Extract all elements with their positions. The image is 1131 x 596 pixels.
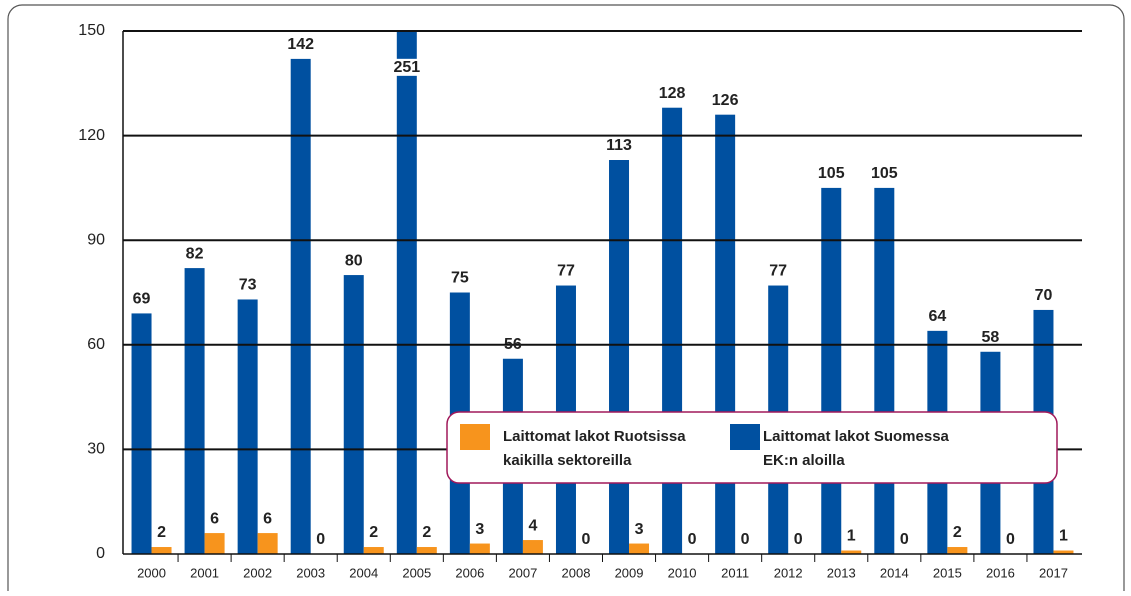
value-label: 0 (900, 531, 909, 548)
bar (363, 547, 384, 554)
label-background (391, 58, 423, 76)
value-label: 80 (345, 252, 363, 269)
value-label: 2 (369, 524, 378, 541)
bar (343, 275, 364, 554)
value-label: 126 (712, 92, 739, 109)
bar (522, 540, 543, 554)
bar (237, 299, 258, 554)
value-label: 64 (928, 308, 946, 325)
value-label: 4 (528, 517, 537, 534)
y-tick-label: 30 (87, 441, 105, 458)
value-label: 69 (133, 291, 151, 308)
value-label: 73 (239, 277, 257, 294)
legend-swatch (460, 424, 490, 450)
bar (841, 550, 862, 554)
y-tick-label: 120 (78, 127, 105, 144)
legend-swatch (730, 424, 760, 450)
bar (609, 160, 630, 555)
y-tick-label: 0 (96, 545, 105, 562)
x-tick-label: 2014 (880, 565, 909, 580)
x-tick-label: 2004 (349, 565, 378, 580)
x-tick-label: 2000 (137, 565, 166, 580)
x-tick-label: 2017 (1039, 565, 1068, 580)
value-label: 113 (606, 137, 632, 154)
value-label: 70 (1035, 287, 1053, 304)
x-tick-label: 2008 (562, 565, 591, 580)
x-tick-label: 2007 (508, 565, 537, 580)
value-label: 105 (818, 165, 845, 182)
value-label: 0 (688, 531, 697, 548)
x-tick-label: 2001 (190, 565, 219, 580)
value-label: 77 (557, 263, 575, 280)
value-label: 82 (186, 245, 204, 262)
value-label: 3 (635, 521, 644, 538)
bar (416, 547, 437, 554)
legend-label: Laittomat lakot Ruotsissa kaikilla sektor… (503, 428, 686, 469)
value-label: 1 (1059, 528, 1068, 545)
value-label: 56 (504, 336, 522, 353)
value-label: 75 (451, 270, 469, 287)
x-tick-label: 2010 (668, 565, 697, 580)
y-tick-label: 60 (87, 336, 105, 353)
y-tick-label: 90 (87, 231, 105, 248)
legend-label: Laittomat lakot Suomessa EK:n aloilla (763, 428, 950, 469)
value-label: 58 (982, 329, 1000, 346)
value-label: 0 (316, 531, 325, 548)
x-tick-label: 2015 (933, 565, 962, 580)
bar (204, 533, 225, 554)
value-label: 1 (847, 528, 856, 545)
frame (7, 4, 1125, 596)
bar (151, 547, 172, 554)
bar (131, 313, 152, 554)
x-tick-label: 2011 (721, 565, 749, 580)
value-label: 0 (741, 531, 750, 548)
bar (469, 543, 490, 554)
x-tick-label: 2003 (296, 565, 325, 580)
x-tick-label: 2002 (243, 565, 272, 580)
x-tick-label: 2016 (986, 565, 1015, 580)
x-tick-label: 2013 (827, 565, 856, 580)
y-tick-label: 150 (78, 22, 105, 39)
bar (396, 31, 417, 554)
value-label: 77 (769, 263, 787, 280)
x-tick-label: 2009 (615, 565, 644, 580)
bar (184, 268, 205, 554)
value-label: 6 (263, 510, 272, 527)
value-label: 105 (871, 165, 898, 182)
value-label: 2 (422, 524, 431, 541)
bar (257, 533, 278, 554)
bar (874, 187, 895, 554)
bar (821, 187, 842, 554)
bar (290, 58, 311, 554)
value-label: 0 (1006, 531, 1015, 548)
bar (629, 543, 650, 554)
value-label: 251 (393, 59, 420, 76)
x-tick-label: 2012 (774, 565, 803, 580)
x-tick-label: 2005 (402, 565, 431, 580)
value-label: 0 (582, 531, 591, 548)
value-label: 3 (475, 521, 484, 538)
bar (947, 547, 968, 554)
bar (1053, 550, 1074, 554)
value-label: 128 (659, 85, 686, 102)
value-label: 2 (157, 524, 166, 541)
x-tick-label: 2006 (455, 565, 484, 580)
bar (662, 107, 683, 554)
value-label: 6 (210, 510, 219, 527)
value-label: 0 (794, 531, 803, 548)
bar (715, 114, 736, 555)
value-label: 142 (287, 36, 314, 53)
value-label: 2 (953, 524, 962, 541)
